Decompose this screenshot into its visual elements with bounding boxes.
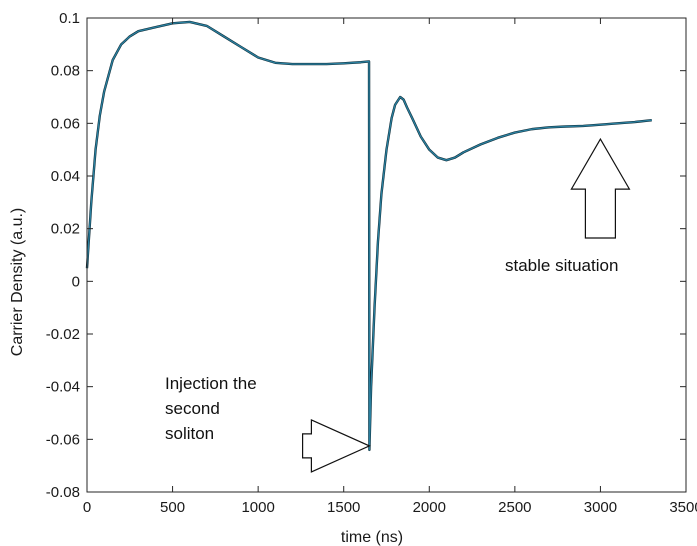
y-tick-label: -0.06 xyxy=(46,431,80,448)
injection-annotation-line: Injection the xyxy=(165,374,257,393)
y-tick-label: -0.04 xyxy=(46,379,80,396)
annotations: Injection the second soliton stable situati… xyxy=(165,137,631,473)
y-axis-label: Carrier Density (a.u.) xyxy=(9,208,26,356)
y-tick-label: 0 xyxy=(72,273,80,290)
x-tick-label: 3000 xyxy=(584,499,617,516)
x-tick-label: 2500 xyxy=(498,499,531,516)
x-axis-label: time (ns) xyxy=(341,529,403,546)
x-tick-label: 1000 xyxy=(241,499,274,516)
series-line xyxy=(86,21,652,451)
plot-area xyxy=(85,20,652,452)
y-tick-label: 0.08 xyxy=(51,63,80,80)
x-tick-label: 500 xyxy=(160,499,185,516)
injection-annotation-line: second xyxy=(165,399,220,418)
stable-annotation: stable situation xyxy=(505,256,618,275)
x-tick-label: 2000 xyxy=(413,499,446,516)
injection-annotation: Injection the second soliton xyxy=(165,374,257,443)
y-tick-label: 0.1 xyxy=(59,10,80,27)
injection-arrow xyxy=(302,418,371,473)
injection-annotation-line: soliton xyxy=(165,424,214,443)
axes: 0 500 1000 1500 2000 2500 3000 3500 -0.08 -0.06 -0… xyxy=(46,10,697,516)
x-tick-label: 0 xyxy=(83,499,91,516)
y-tick-label: 0.02 xyxy=(51,221,80,238)
x-tick-label: 3500 xyxy=(669,499,697,516)
stable-arrow xyxy=(570,137,631,239)
axes-box xyxy=(86,17,687,493)
y-tick-label: -0.02 xyxy=(46,326,80,343)
y-tick-label: -0.08 xyxy=(46,484,80,501)
y-tick-label: 0.06 xyxy=(51,115,80,132)
x-tick-label: 1500 xyxy=(327,499,360,516)
y-tick-label: 0.04 xyxy=(51,168,80,185)
